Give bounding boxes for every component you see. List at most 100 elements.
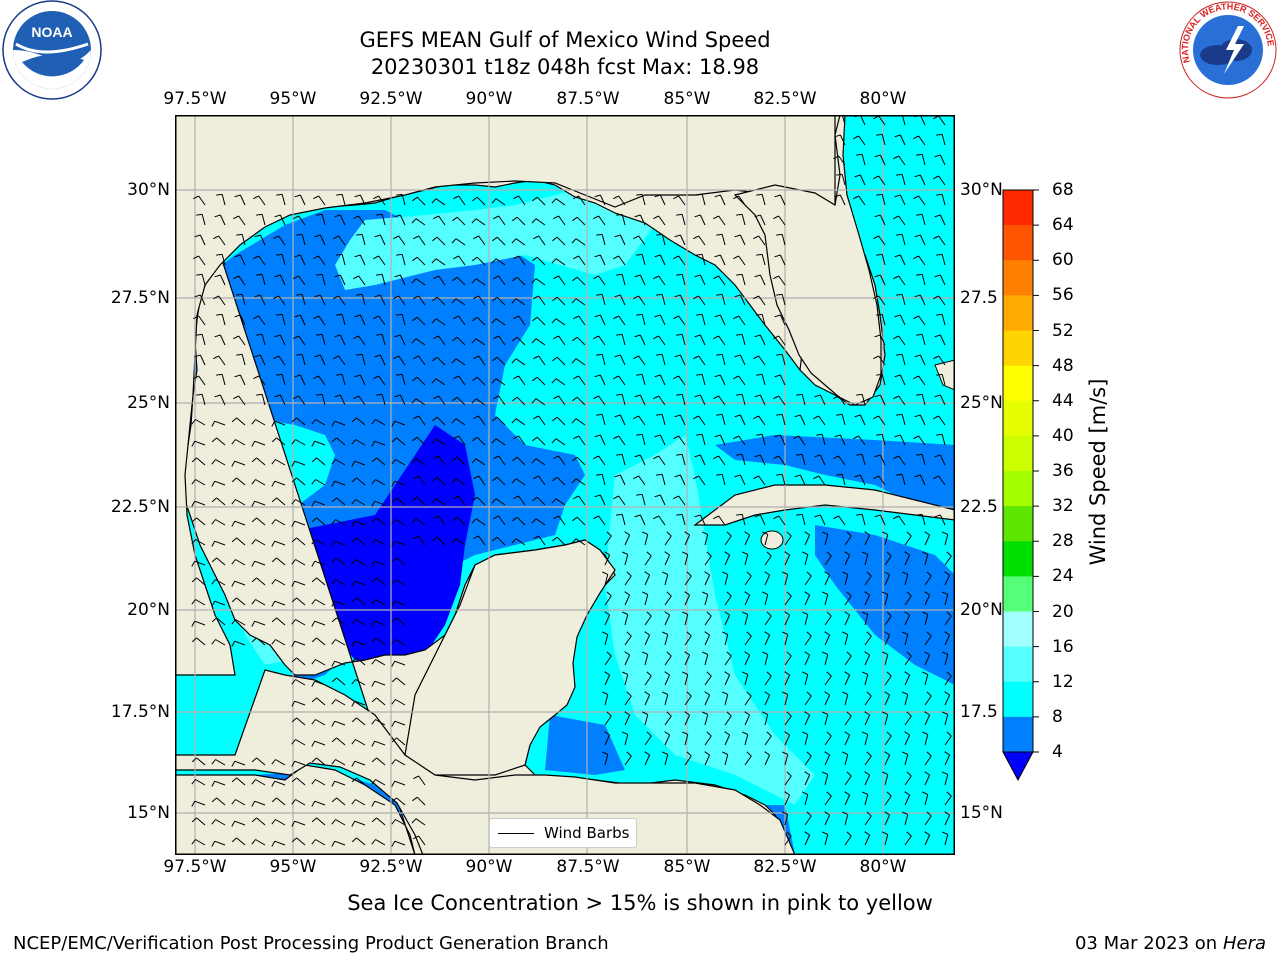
wind-barb-flag	[724, 551, 730, 556]
wind-barb	[281, 254, 286, 266]
wind-barb-flag	[634, 334, 641, 338]
wind-barb-flag	[936, 193, 943, 196]
wind-barb-flag	[942, 771, 948, 775]
wind-barb	[881, 194, 886, 206]
wind-barb-flag	[532, 376, 538, 382]
wind-barb-flag	[613, 375, 619, 380]
wind-barb	[335, 459, 346, 466]
wind-barb	[824, 735, 832, 746]
wind-barb	[275, 519, 286, 526]
wind-barb-flag	[942, 531, 948, 535]
wind-barb-flag	[864, 531, 870, 536]
wind-barb	[678, 435, 686, 446]
wind-barb-flag	[491, 318, 497, 324]
wind-barb-flag	[334, 214, 341, 218]
wind-barb-flag	[311, 419, 316, 425]
wind-barb	[884, 714, 889, 726]
wind-barb	[741, 454, 746, 466]
wind-barbs	[191, 115, 952, 847]
wind-barb	[478, 535, 486, 546]
wind-barb-flag	[704, 571, 710, 576]
wind-barb-flag	[251, 637, 257, 643]
wind-barb	[255, 839, 266, 846]
wind-barb	[238, 215, 246, 226]
wind-barb	[638, 355, 646, 366]
wind-barb	[398, 235, 406, 246]
wind-barb	[256, 577, 266, 586]
wind-barb-flag	[231, 499, 236, 505]
wind-barb-flag	[191, 839, 196, 845]
wind-barb	[376, 817, 386, 826]
wind-barb-flag	[933, 475, 939, 480]
wind-barb	[904, 814, 909, 826]
wind-barb	[779, 254, 786, 266]
wind-barb	[396, 737, 406, 746]
wind-barb-flag	[864, 831, 870, 836]
wind-barb	[476, 196, 486, 206]
wind-barb-flag	[946, 791, 952, 797]
wind-barb	[881, 434, 886, 446]
wind-barb	[295, 559, 306, 566]
wind-barb-flag	[926, 691, 932, 697]
lon-label-bottom: 97.5°W	[163, 857, 227, 877]
wind-barb-flag	[756, 193, 763, 196]
wind-barb-flag	[814, 454, 821, 458]
wind-barb	[658, 395, 666, 406]
wind-barb	[844, 535, 852, 546]
wind-barb-flag	[234, 254, 241, 258]
wind-barb	[661, 234, 666, 246]
wind-barb	[381, 334, 386, 346]
wind-barb	[299, 194, 306, 206]
colorbar-segment	[1003, 506, 1033, 542]
wind-barb	[535, 458, 546, 466]
wind-barb	[296, 597, 306, 606]
wind-barb	[864, 734, 869, 746]
wind-barb	[576, 216, 586, 226]
wind-barb-flag	[784, 551, 790, 556]
wind-barb	[254, 440, 266, 446]
wind-barb-flag	[573, 315, 579, 320]
wind-barb	[884, 534, 889, 546]
wind-barb	[318, 375, 326, 386]
wind-barb	[939, 154, 946, 166]
wind-barb	[598, 275, 606, 286]
wind-barb-flag	[904, 791, 910, 796]
wind-barb-flag	[233, 275, 239, 280]
wind-barb-flag	[602, 751, 608, 755]
wind-barb	[234, 580, 246, 586]
wind-barb	[214, 600, 226, 606]
wind-barb-flag	[742, 671, 748, 675]
wind-barb	[498, 395, 506, 406]
wind-barb	[235, 799, 246, 806]
wind-barb-flag	[251, 779, 256, 785]
wind-barb-flag	[716, 413, 723, 416]
wind-barb	[624, 714, 631, 726]
wind-barb	[899, 374, 906, 386]
wind-barb-flag	[876, 253, 883, 256]
wind-barb-flag	[513, 195, 519, 200]
wind-barb-flag	[191, 637, 197, 643]
wind-barb-flag	[276, 313, 283, 316]
wind-barb	[704, 574, 711, 586]
wind-barb-flag	[606, 711, 612, 717]
wind-barb-flag	[694, 394, 701, 398]
wind-barb-flag	[704, 691, 710, 696]
wind-barb-flag	[902, 811, 908, 815]
wind-barb-flag	[191, 800, 196, 807]
wind-barb-flag	[334, 334, 341, 338]
wind-barb-flag	[682, 731, 688, 735]
wind-barb	[261, 214, 266, 226]
wind-barb	[336, 797, 346, 806]
wind-barb	[255, 479, 266, 486]
wind-barb-flag	[864, 711, 870, 716]
wind-barb-flag	[896, 233, 903, 236]
wind-barb-flag	[684, 591, 690, 596]
wind-barb	[941, 134, 946, 146]
wind-barb-flag	[331, 759, 336, 765]
wind-barb	[198, 195, 206, 206]
wind-barb-flag	[271, 437, 277, 443]
wind-barb	[701, 254, 706, 266]
wind-barb	[355, 499, 366, 506]
wind-barb-flag	[394, 274, 401, 278]
wind-barb-flag	[351, 580, 356, 587]
